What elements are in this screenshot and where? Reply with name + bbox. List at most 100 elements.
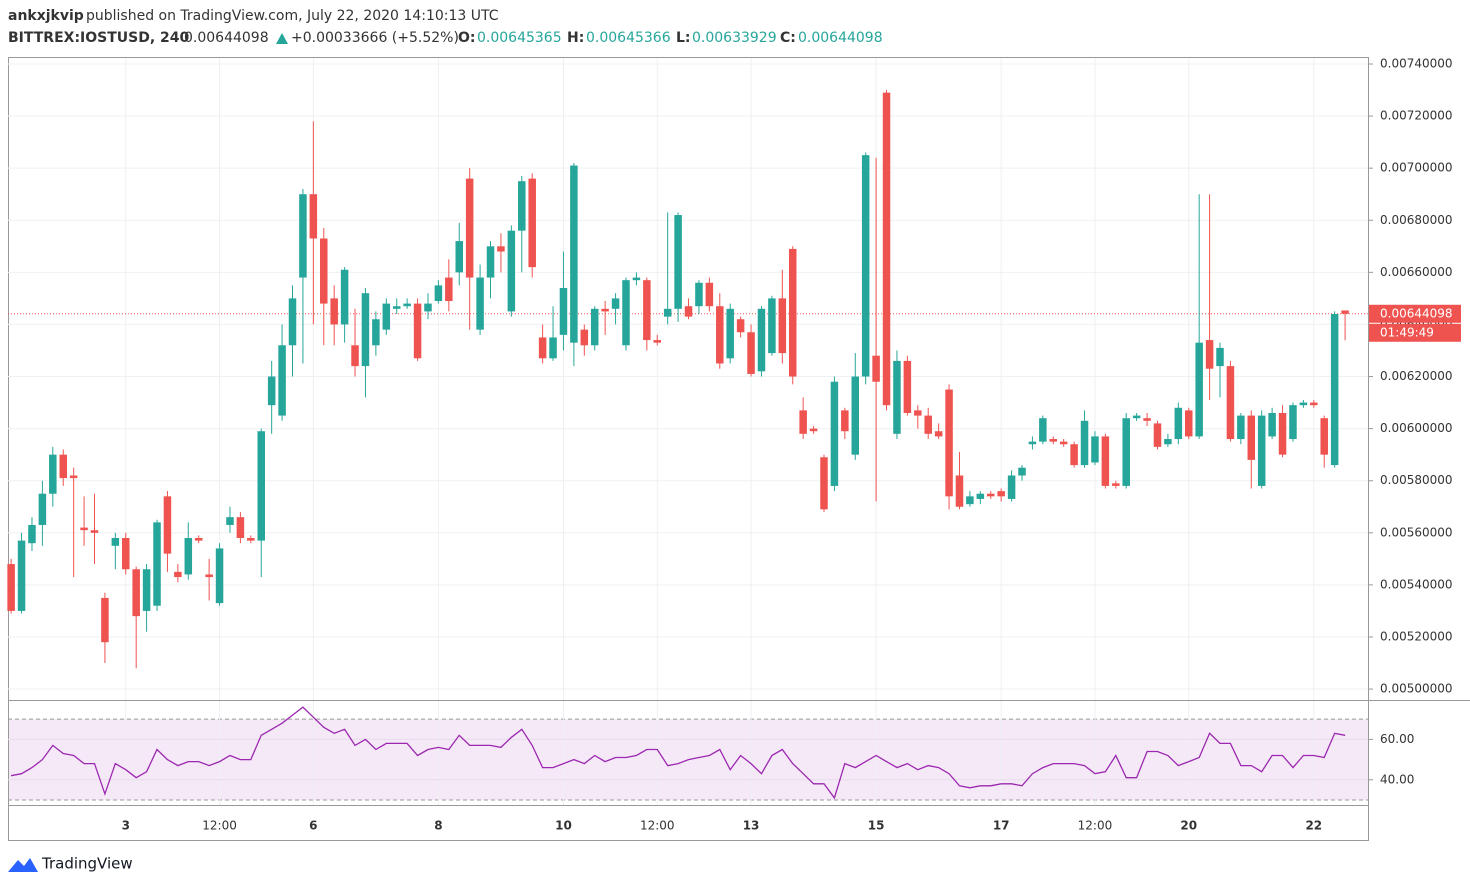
countdown: 01:49:49	[1380, 325, 1434, 339]
candle-body	[1049, 439, 1058, 442]
candle-body	[132, 569, 140, 617]
candle-body	[736, 319, 745, 333]
candle-body	[507, 230, 516, 312]
candle-body	[445, 277, 453, 301]
candle-body	[465, 178, 474, 278]
candle-body	[1226, 366, 1235, 440]
candle-body	[1112, 483, 1120, 486]
candle-body	[653, 340, 662, 343]
candle-body	[455, 241, 464, 273]
candle-body	[559, 287, 568, 335]
candle-body	[413, 303, 422, 359]
y-tick-label: 0.00680000	[1380, 213, 1453, 227]
candle-body	[1101, 436, 1110, 486]
candle-body	[1164, 439, 1172, 445]
candle-body	[528, 178, 536, 268]
candle-body	[830, 381, 839, 486]
y-tick-label: 0.00520000	[1380, 629, 1453, 643]
candle-body	[1039, 418, 1047, 442]
candle-body	[851, 376, 860, 455]
y-tick-label: 0.00700000	[1380, 161, 1453, 175]
candle-body	[90, 530, 99, 533]
candle-body	[476, 277, 484, 330]
publisher-note: published on TradingView.com, July 22, 2…	[86, 8, 499, 24]
high-label: H:	[567, 30, 584, 46]
candle-body	[570, 165, 578, 343]
candle-body	[17, 540, 26, 611]
candle-body	[778, 298, 787, 354]
candle-body	[622, 280, 630, 346]
candle-body	[997, 491, 1005, 497]
candle-body	[882, 92, 891, 406]
candle-body	[1070, 444, 1078, 466]
candle-body	[1320, 418, 1328, 455]
candle-body	[1080, 420, 1089, 466]
y-tick-label: 0.00560000	[1380, 525, 1453, 539]
candle-body	[590, 308, 599, 346]
candle-body	[705, 282, 714, 307]
candle-body	[80, 527, 88, 531]
candle-body	[1341, 310, 1349, 314]
x-tick-label: 12:00	[202, 819, 237, 833]
candle-body	[1028, 441, 1037, 445]
candle-body	[861, 155, 870, 377]
x-tick-label: 20	[1180, 819, 1197, 833]
candle-body	[226, 517, 234, 525]
candle-body	[299, 194, 307, 278]
candle-body	[7, 564, 15, 611]
candle-body	[59, 454, 67, 479]
symbol: BITTREX:IOSTUSD, 240	[8, 30, 190, 46]
candle-body	[716, 306, 724, 364]
open-label: O:	[458, 30, 476, 46]
candle-body	[1299, 402, 1308, 406]
brand: TradingView	[41, 855, 133, 873]
candle-body	[351, 345, 359, 367]
candle-body	[976, 493, 985, 499]
candle-body	[247, 538, 255, 541]
close-value: 0.00644098	[798, 30, 883, 46]
last-price-tag: 0.00644098	[1380, 306, 1453, 320]
candle-body	[236, 517, 245, 539]
candle-body	[153, 522, 161, 606]
candle-body	[549, 337, 557, 359]
candle-body	[1153, 423, 1162, 447]
candle-body	[893, 360, 901, 434]
high-value: 0.00645366	[586, 30, 671, 46]
candle-body	[194, 538, 203, 541]
candle-body	[49, 454, 57, 494]
candle-body	[288, 298, 297, 346]
candle-body	[966, 496, 974, 505]
candle-body	[278, 345, 286, 416]
candle-body	[174, 571, 182, 578]
candle-body	[1257, 415, 1266, 486]
candle-body	[309, 194, 318, 239]
close-label: C:	[780, 30, 796, 46]
candle-body	[111, 538, 120, 546]
candle-body	[1007, 475, 1016, 499]
logo	[8, 858, 38, 872]
x-tick-label: 6	[309, 819, 317, 833]
candle-body	[757, 308, 766, 372]
candle-body	[695, 282, 703, 307]
candle-body	[372, 319, 380, 346]
candle-body	[768, 298, 776, 354]
y-tick-label: 0.00720000	[1380, 109, 1453, 123]
candle-body	[28, 524, 36, 544]
candle-body	[820, 457, 828, 510]
candle-body	[914, 410, 922, 416]
open-value: 0.00645365	[477, 30, 562, 46]
candle-body	[1143, 418, 1151, 421]
candle-body	[424, 303, 432, 312]
candle-body	[726, 308, 734, 359]
candle-body	[934, 431, 943, 437]
candle-body	[601, 308, 609, 312]
candle-body	[1330, 314, 1339, 466]
candle-body	[1278, 412, 1287, 455]
y-tick-label: 0.00620000	[1380, 369, 1453, 383]
candle-body	[580, 329, 589, 346]
candle-body	[434, 285, 443, 301]
candle-body	[101, 597, 109, 643]
x-tick-label: 12:00	[1078, 819, 1113, 833]
last-price-box	[1369, 304, 1461, 323]
